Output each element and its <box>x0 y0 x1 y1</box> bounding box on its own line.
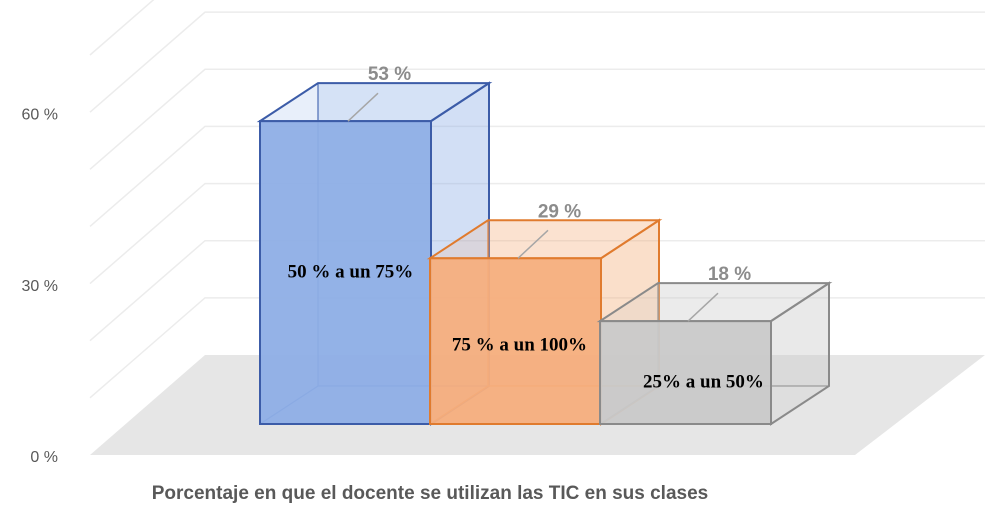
value-label: 53 % <box>368 64 411 85</box>
value-label: 18 % <box>708 264 751 285</box>
y-tick-label: 60 % <box>22 106 58 123</box>
grid-line <box>89 297 985 399</box>
grid-line <box>89 11 985 113</box>
plot: 0 % 30 % 60 % 53 % 50 % a un 75% 29 % 75 % a u… <box>22 0 985 466</box>
leader-line <box>347 92 379 122</box>
bar <box>429 257 602 425</box>
y-tick-label: 0 % <box>30 449 58 466</box>
category-label: 25% a un 50% <box>643 371 764 392</box>
y-tick-label: 30 % <box>22 278 58 295</box>
x-axis-label: Porcentaje en que el docente se utilizan… <box>152 483 708 504</box>
leader-line <box>687 292 719 322</box>
category-label: 50 % a un 75% <box>288 261 414 282</box>
grid-line <box>89 125 985 227</box>
value-label: 29 % <box>538 201 581 222</box>
grid-line <box>89 182 985 285</box>
bar <box>259 120 432 426</box>
category-label: 75 % a un 100% <box>452 334 587 355</box>
bar <box>599 320 772 425</box>
leader-line <box>517 229 549 259</box>
grid-line <box>89 0 155 56</box>
grid-line <box>89 68 985 170</box>
grid-line <box>89 239 985 342</box>
